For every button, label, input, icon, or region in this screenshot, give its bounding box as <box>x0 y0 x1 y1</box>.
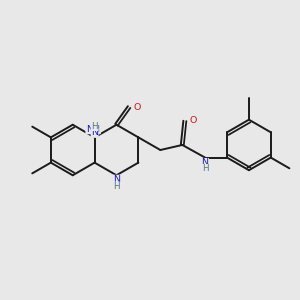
Text: H: H <box>113 182 120 191</box>
Text: H: H <box>91 122 98 130</box>
Text: H: H <box>202 164 208 173</box>
Text: N: N <box>202 158 208 167</box>
Text: O: O <box>134 103 141 112</box>
Text: NH: NH <box>86 124 100 134</box>
Text: N: N <box>91 128 98 137</box>
Text: N: N <box>113 175 120 184</box>
Text: O: O <box>190 116 197 125</box>
